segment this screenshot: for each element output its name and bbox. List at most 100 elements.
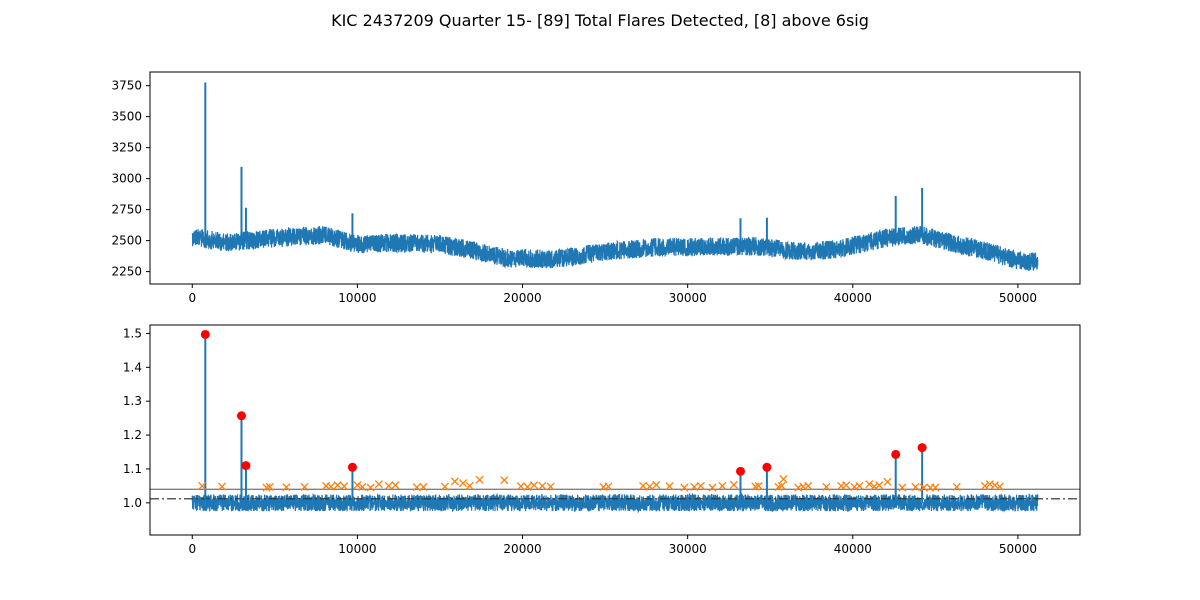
flare-candidate-marker-64 [980,481,989,490]
flare-candidate-marker-44 [777,481,786,490]
flare-candidate-marker-38 [708,483,717,492]
flare-candidate-marker-24 [516,482,525,491]
y-tick-label: 1.4 [123,360,142,374]
x-tick-label: 50000 [999,542,1037,556]
flare-6sig-point-5 [762,462,772,472]
flare-candidate-marker-1 [217,482,227,491]
y-tick-label: 3750 [111,79,142,93]
top-panel-raw-flux: 0 10000 20000 30000 40000 50000 2250 2500 2750 30… [111,71,1081,305]
flare-candidate-marker-9 [340,482,349,491]
y-tick-label: 2250 [111,265,142,279]
flare-6sig-point-1 [236,411,246,421]
flare-candidate-marker-7 [326,482,336,491]
flare-candidate-marker-8 [333,481,342,490]
x-tick-label: 10000 [338,542,376,556]
flare-candidate-marker-27 [538,481,547,490]
series-line-0 [191,492,1039,514]
flare-candidate-marker-39 [718,481,727,490]
flare-candidate-marker-58 [898,483,907,492]
bottom-panel-normalized-flux: 0 10000 20000 30000 40000 50000 1.0 1.1 1.2 1.3 1.… [123,324,1081,556]
y-tick-label: 1.5 [123,326,142,340]
plot-area [191,82,1039,272]
y-tick-label: 1.3 [123,394,142,408]
flare-candidate-marker-36 [690,482,699,491]
flare-candidate-marker-57 [883,477,892,486]
x-tick-label: 20000 [503,291,541,305]
x-tick-label: 40000 [834,542,872,556]
flare-candidate-marker-45 [779,475,788,484]
flare-candidate-marker-15 [391,481,400,490]
flare-6sig-point-3 [347,462,357,472]
flare-candidate-marker-26 [530,481,539,490]
flare-candidate-marker-25 [523,482,532,491]
flare-6sig-point-7 [917,443,927,453]
flare-candidate-marker-5 [300,482,309,491]
flare-6sig-point-0 [200,329,210,339]
flare-candidate-marker-60 [919,483,928,492]
flare-candidate-marker-34 [665,482,674,491]
flare-candidate-marker-20 [459,479,468,488]
flare-candidate-marker-42 [754,481,763,490]
flare-candidate-marker-46 [794,483,803,492]
y-tick-label: 3000 [111,172,142,186]
flare-candidate-marker-32 [645,482,654,491]
y-tick-label: 1.2 [123,428,142,442]
flare-candidate-marker-14 [384,481,393,490]
flare-candidate-marker-22 [475,475,484,484]
flare-candidate-marker-37 [696,481,705,490]
flare-candidate-marker-40 [729,480,738,489]
flare-candidate-marker-3 [265,482,274,491]
flare-candidate-marker-4 [282,483,291,492]
flare-candidate-marker-48 [804,481,813,490]
flare-candidate-marker-17 [419,482,428,491]
flare-candidate-marker-55 [870,482,879,491]
flare-candidate-marker-0 [198,481,207,490]
flare-6sig-point-4 [735,466,745,476]
flare-candidate-marker-35 [680,483,689,492]
flare-candidate-marker-19 [450,477,459,486]
flare-candidate-marker-11 [358,482,367,491]
x-tick-label: 30000 [669,291,707,305]
flare-candidate-marker-16 [412,483,421,492]
flare-candidate-marker-33 [652,480,661,489]
y-tick-label: 2500 [111,234,142,248]
flare-candidate-marker-53 [855,481,864,490]
y-tick-label: 3500 [111,110,142,124]
flare-candidate-marker-62 [931,483,940,492]
x-tick-label: 30000 [669,542,707,556]
flare-6sig-point-6 [891,449,901,459]
x-tick-label: 20000 [503,542,541,556]
flare-candidate-marker-56 [875,481,884,490]
flare-candidate-marker-66 [990,481,999,490]
x-tick-label: 0 [188,291,196,305]
flare-candidate-marker-30 [604,482,613,491]
y-tick-label: 1.0 [123,496,142,510]
flare-candidate-marker-10 [353,481,362,490]
flare-6sig-point-2 [241,461,251,471]
plot-area [150,334,1080,514]
flare-candidate-marker-28 [546,482,555,491]
flare-candidate-marker-12 [366,483,375,492]
x-tick-label: 50000 [999,291,1037,305]
y-tick-label: 2750 [111,203,142,217]
flare-candidate-marker-63 [952,482,961,491]
x-tick-label: 0 [188,542,196,556]
figure-title: KIC 2437209 Quarter 15- [89] Total Flare… [331,11,869,30]
axes-frame [149,71,1081,285]
x-tick-label: 10000 [338,291,376,305]
flare-candidate-marker-31 [639,481,648,490]
y-tick-label: 1.1 [123,462,142,476]
flare-candidate-marker-59 [911,482,920,491]
flare-candidate-marker-18 [440,482,449,491]
axes-frame [149,324,1081,536]
flare-candidate-marker-13 [374,480,383,489]
series-line-0 [191,225,1039,272]
y-tick-label: 3250 [111,141,142,155]
flare-candidate-marker-51 [842,481,851,490]
x-tick-label: 40000 [834,291,872,305]
flare-candidate-marker-21 [465,481,474,490]
flare-candidate-marker-67 [995,482,1004,491]
flare-candidate-marker-54 [865,480,874,489]
flare-candidate-marker-23 [500,476,509,485]
